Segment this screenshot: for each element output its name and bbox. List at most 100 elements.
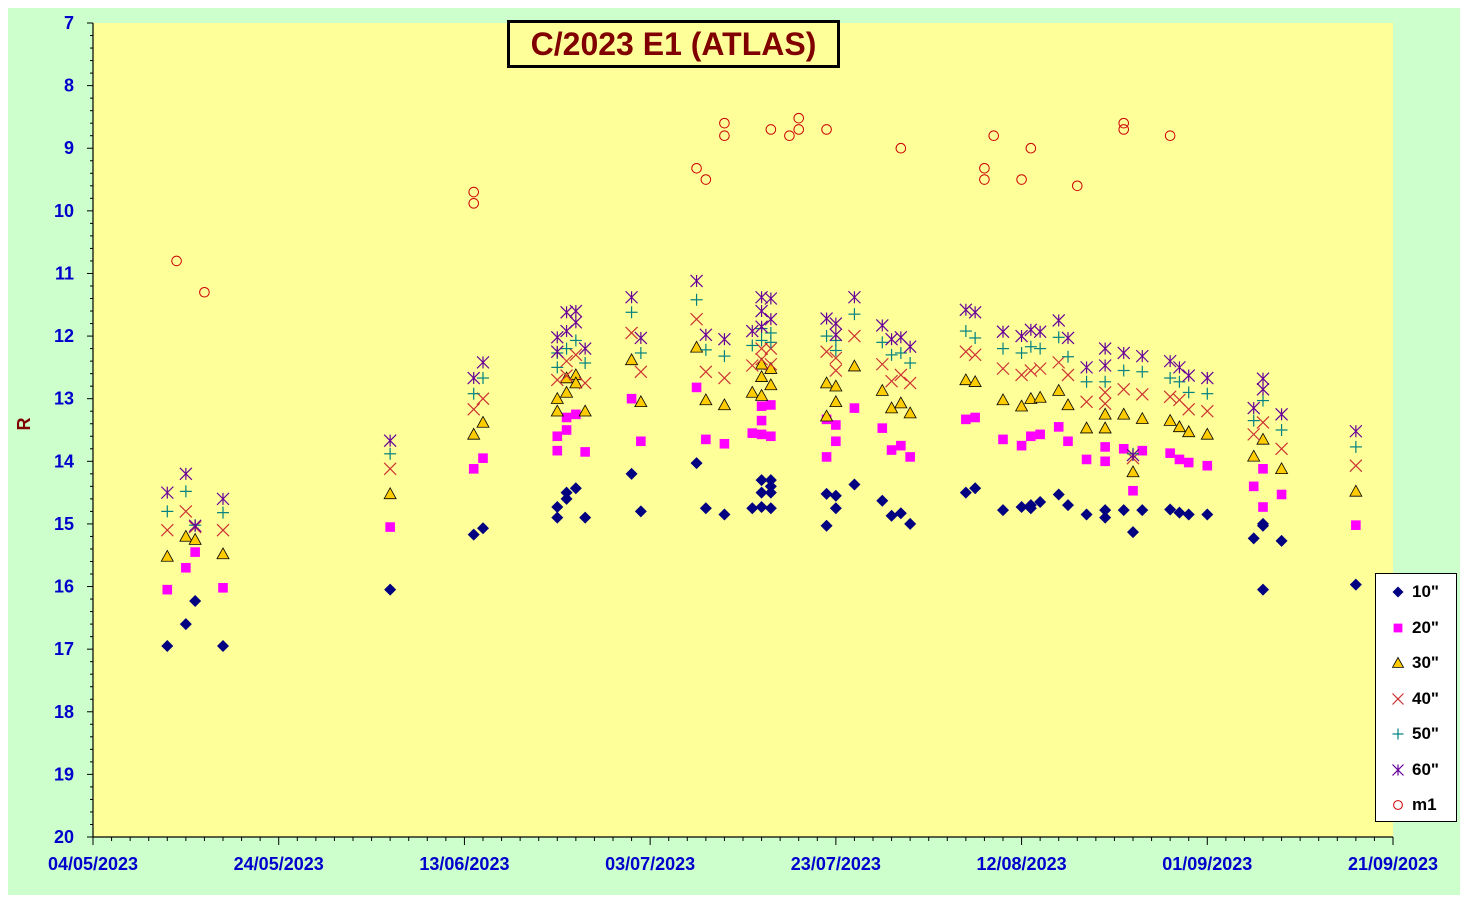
data-point bbox=[1062, 499, 1074, 512]
data-point bbox=[1182, 508, 1195, 521]
legend-marker bbox=[1393, 623, 1403, 632]
data-point bbox=[1098, 342, 1112, 356]
data-point bbox=[1200, 404, 1214, 418]
data-point bbox=[1256, 382, 1270, 396]
data-point bbox=[579, 357, 592, 370]
data-point bbox=[468, 186, 480, 198]
data-point bbox=[1052, 331, 1065, 344]
data-point bbox=[467, 387, 480, 400]
data-point bbox=[161, 505, 174, 518]
data-point bbox=[829, 351, 843, 365]
data-point bbox=[1118, 117, 1130, 129]
data-point bbox=[1258, 502, 1268, 512]
data-point bbox=[561, 412, 572, 423]
data-point bbox=[1126, 465, 1140, 478]
legend-label: 30" bbox=[1412, 653, 1439, 672]
data-point bbox=[190, 547, 200, 557]
data-point bbox=[634, 365, 648, 379]
data-point bbox=[756, 429, 767, 440]
y-tick-label: 11 bbox=[55, 263, 74, 283]
data-point bbox=[1349, 440, 1362, 453]
data-point bbox=[718, 508, 731, 521]
data-point bbox=[820, 345, 833, 359]
data-point bbox=[764, 342, 778, 356]
data-point bbox=[903, 376, 917, 390]
data-point bbox=[199, 286, 210, 298]
data-point bbox=[747, 428, 758, 438]
legend-marker-shape bbox=[1392, 763, 1404, 776]
data-point bbox=[764, 502, 777, 515]
data-point bbox=[179, 485, 192, 498]
data-point bbox=[719, 130, 730, 142]
data-point bbox=[1052, 383, 1066, 396]
data-point bbox=[569, 315, 583, 329]
x-tick-label: 03/07/2023 bbox=[605, 854, 695, 874]
data-point bbox=[1276, 489, 1287, 500]
data-point bbox=[875, 357, 889, 371]
data-point bbox=[383, 487, 397, 500]
data-point bbox=[160, 523, 174, 537]
data-point bbox=[904, 517, 917, 530]
data-point bbox=[1118, 124, 1130, 135]
data-point bbox=[829, 489, 842, 502]
data-point bbox=[1098, 421, 1112, 434]
data-point bbox=[1172, 420, 1187, 433]
data-point bbox=[1257, 583, 1269, 596]
data-point bbox=[569, 348, 583, 362]
data-point bbox=[1117, 346, 1131, 360]
data-point bbox=[1034, 496, 1047, 509]
data-point bbox=[764, 486, 777, 499]
data-point bbox=[959, 486, 972, 499]
plot-area bbox=[93, 23, 1393, 837]
data-point bbox=[550, 373, 564, 387]
data-point bbox=[1052, 488, 1065, 501]
data-point bbox=[1164, 372, 1177, 385]
data-point bbox=[1080, 508, 1093, 521]
data-point bbox=[968, 374, 982, 387]
data-point bbox=[764, 357, 778, 371]
series-diamond bbox=[161, 457, 1362, 653]
legend: 10" 20" 30" 40" 50" 60" m1 bbox=[1375, 573, 1457, 822]
data-point bbox=[959, 325, 972, 338]
data-point bbox=[876, 494, 889, 507]
data-point bbox=[831, 420, 841, 430]
data-point bbox=[1257, 519, 1269, 532]
data-point bbox=[755, 474, 768, 487]
data-point bbox=[1016, 174, 1027, 185]
data-point bbox=[717, 398, 732, 411]
data-point bbox=[1248, 481, 1259, 492]
legend-label: 50" bbox=[1412, 724, 1439, 743]
data-point bbox=[848, 308, 861, 321]
data-point bbox=[1275, 442, 1288, 456]
data-point bbox=[819, 376, 834, 389]
data-point bbox=[970, 412, 980, 423]
data-point bbox=[1136, 365, 1149, 378]
data-point bbox=[764, 474, 777, 487]
data-point bbox=[468, 198, 480, 209]
chart-title: C/2023 E1 (ATLAS) bbox=[507, 20, 840, 68]
data-point bbox=[829, 379, 843, 392]
legend-item: 30" bbox=[1376, 645, 1458, 681]
data-point bbox=[764, 292, 778, 305]
y-tick-label: 9 bbox=[64, 138, 74, 158]
x-tick-label: 24/05/2023 bbox=[234, 854, 324, 874]
data-point bbox=[829, 328, 843, 342]
data-point bbox=[1275, 424, 1288, 436]
data-point bbox=[718, 350, 731, 363]
data-point bbox=[1128, 485, 1138, 496]
data-point bbox=[848, 478, 861, 491]
data-point bbox=[997, 342, 1009, 355]
series-circle bbox=[171, 112, 1176, 298]
data-point bbox=[1164, 503, 1177, 516]
data-point bbox=[875, 383, 889, 396]
data-point bbox=[559, 385, 574, 398]
data-point bbox=[560, 492, 573, 505]
y-tick-label: 20 bbox=[54, 827, 74, 847]
data-point bbox=[1275, 407, 1288, 421]
data-point bbox=[847, 359, 862, 372]
data-point bbox=[821, 124, 832, 135]
data-point bbox=[903, 406, 917, 419]
legend-item: 10" bbox=[1376, 574, 1458, 610]
data-point bbox=[161, 640, 174, 653]
data-point bbox=[1256, 432, 1270, 445]
